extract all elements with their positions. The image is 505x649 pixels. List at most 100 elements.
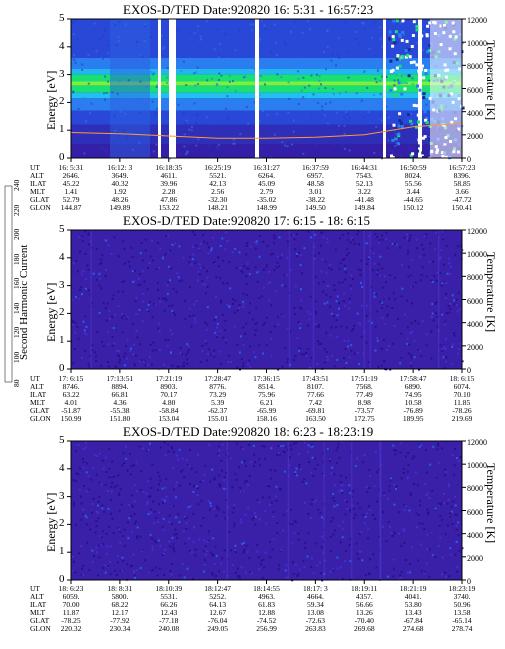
ytick-label: 2 (59, 95, 65, 108)
colorbar-tick-label: 100 (12, 351, 21, 363)
panel-3-y2label: Temperature [K] (484, 463, 498, 544)
y2tick-label: 12000 (467, 227, 487, 236)
table-cell: 5521. (209, 171, 227, 180)
table-cell: 18:23:19 (448, 584, 476, 593)
table-cell: 17:43:51 (302, 374, 329, 383)
table-cell: 48.26 (111, 195, 129, 204)
table-cell: 6074. (453, 382, 471, 391)
colorbar-tick-label: 140 (12, 302, 21, 314)
table-cell: 149.89 (109, 203, 131, 212)
table-cell: 8024. (404, 171, 422, 180)
panel-2-y2label: Temperature [K] (484, 252, 498, 333)
ytick-label: 5 (59, 223, 65, 235)
table-cell: -73.57 (354, 406, 374, 415)
table-cell: 4963. (258, 592, 275, 601)
table-cell: 5252. (209, 592, 227, 601)
ytick-label: 1 (59, 334, 65, 347)
table-cell: 16:44:31 (350, 163, 378, 172)
y2tick-label: 2000 (467, 131, 483, 141)
ytick-label: 0 (59, 362, 65, 374)
row-label: ALT (30, 592, 44, 601)
table-cell: 17:28:47 (204, 374, 231, 383)
table-cell: 220.32 (60, 624, 82, 633)
table-cell: 8.98 (357, 398, 371, 407)
table-cell: -44.65 (403, 195, 423, 204)
table-cell: 7543. (355, 171, 373, 180)
table-cell: 77.49 (355, 390, 373, 399)
row-label: GLON (30, 624, 51, 633)
axes (67, 229, 466, 373)
y2tick-label: 8000 (467, 484, 483, 494)
table-cell: 158.16 (256, 414, 277, 423)
table-cell: 75.96 (258, 390, 275, 399)
row-label: UT (30, 163, 40, 172)
colorbar-tick-label: 220 (12, 204, 21, 216)
table-cell: 10.58 (404, 398, 422, 407)
table-cell: 172.75 (353, 414, 375, 423)
table-cell: 278.74 (451, 624, 473, 633)
table-cell: 18:14:55 (253, 584, 280, 593)
table-cell: 163.50 (305, 414, 326, 423)
table-cell: 17:13:51 (106, 374, 134, 383)
table-cell: 17: 6:15 (58, 374, 84, 383)
table-cell: 3740. (453, 592, 471, 601)
table-cell: 63.22 (62, 390, 80, 399)
table-cell: 256.99 (256, 624, 277, 633)
table-cell: 3.44 (406, 187, 420, 196)
table-cell: 4.36 (113, 398, 127, 407)
table-cell: 8776. (209, 382, 227, 391)
row-label: UT (30, 584, 40, 593)
table-cell: 39.96 (160, 179, 178, 188)
table-cell: 4611. (160, 171, 178, 180)
table-cell: 4357. (355, 592, 373, 601)
table-cell: 8514. (258, 382, 275, 391)
table-cell: 150.12 (402, 203, 424, 212)
table-cell: -62.37 (207, 406, 228, 415)
y2tick-label: 0 (467, 366, 471, 375)
table-cell: 8903. (160, 382, 178, 391)
table-cell: 50.96 (453, 600, 471, 609)
ytick-label: 4 (59, 250, 65, 263)
table-cell: 5531. (160, 592, 178, 601)
ytick-label: 2 (59, 517, 65, 530)
table-cell: 55.56 (404, 179, 422, 188)
table-cell: 263.83 (305, 624, 326, 633)
table-cell: -32.30 (207, 195, 228, 204)
y2tick-label: 2000 (467, 553, 483, 563)
ytick-label: 1 (59, 545, 65, 558)
table-cell: 73.29 (209, 390, 227, 399)
table-cell: 53.80 (404, 600, 422, 609)
orbit-table-1: UT ALT ILAT MLT GLAT GLON 16: 5:31 2646. 45.22 1.… (30, 164, 500, 214)
table-cell: 64.13 (209, 600, 227, 609)
table-cell: 52.79 (62, 195, 80, 204)
row-label: ALT (30, 382, 44, 391)
table-cell: 52.13 (355, 179, 373, 188)
ytick-label: 3 (59, 489, 65, 502)
y2tick-label: 12000 (467, 16, 487, 25)
table-cell: 11.85 (453, 398, 471, 407)
table-cell: 56.66 (355, 600, 373, 609)
table-cell: 4664. (306, 592, 324, 601)
table-cell: 17:36:15 (253, 374, 280, 383)
panel-3-plot (67, 440, 466, 584)
y2tick-label: 8000 (467, 273, 483, 283)
table-cell: 17:21:19 (155, 374, 183, 383)
ytick-label: 3 (59, 67, 65, 80)
table-cell: 18: 6:15 (449, 374, 475, 383)
table-cell: -51.87 (61, 406, 81, 415)
table-cell: 45.22 (62, 179, 80, 188)
table-cell: -38.22 (305, 195, 326, 204)
table-cell: 151.80 (109, 414, 131, 423)
y2tick-label: 4000 (467, 319, 483, 329)
table-cell: 11.87 (62, 608, 80, 617)
row-label: GLON (30, 203, 51, 212)
table-cell: -77.92 (110, 616, 130, 625)
ytick-label: 4 (59, 461, 65, 474)
table-cell: -78.25 (61, 616, 81, 625)
panel-1-ylabel: Energy [eV] (44, 70, 58, 130)
colorbar-tick-label: 200 (12, 228, 21, 240)
table-cell: 8107. (306, 382, 324, 391)
table-cell: 68.22 (111, 600, 129, 609)
panel-2-plot (67, 229, 466, 373)
y2tick-label: 0 (467, 155, 471, 164)
